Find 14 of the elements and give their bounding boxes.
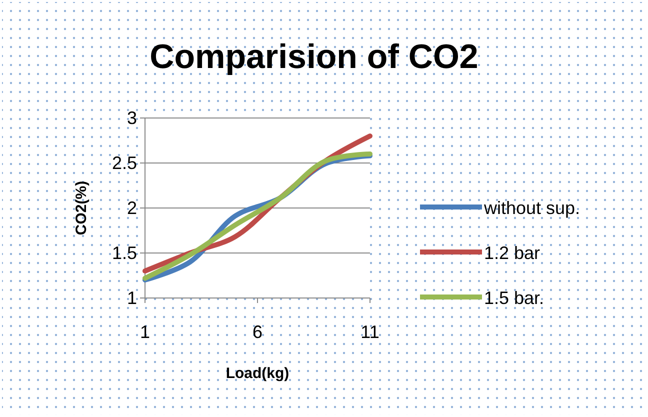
- x-tick-label: 1: [140, 322, 150, 342]
- y-axis-title: CO2(%): [73, 180, 90, 236]
- y-tick-label: 2: [126, 198, 137, 218]
- y-tick-label: 3: [126, 108, 137, 128]
- legend-label: 1.2 bar: [484, 243, 540, 263]
- y-tick-label: 1: [126, 288, 137, 308]
- x-axis-title: Load(kg): [226, 365, 290, 382]
- y-tick-label: 2.5: [112, 153, 137, 173]
- x-tick-label: 11: [360, 322, 380, 342]
- legend-label: 1.5 bar.: [484, 288, 544, 308]
- chart-title: Comparision of CO2: [150, 38, 478, 76]
- x-tick-label: 6: [252, 322, 263, 342]
- y-tick-label: 1.5: [112, 243, 137, 263]
- legend-label: without sup.: [483, 198, 580, 218]
